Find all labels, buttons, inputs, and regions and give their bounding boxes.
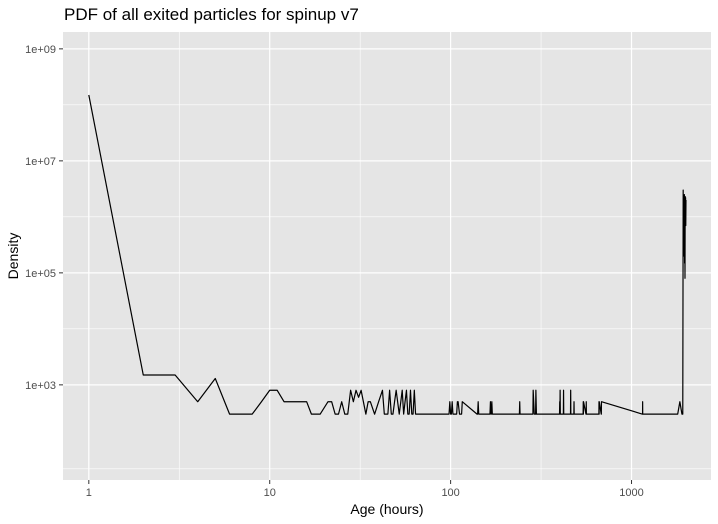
x-tick-label: 1	[86, 487, 92, 499]
y-tick-label: 1e+09	[25, 44, 56, 56]
x-tick-label: 100	[441, 487, 459, 499]
y-tick-label: 1e+05	[25, 268, 56, 280]
chart-title: PDF of all exited particles for spinup v…	[64, 5, 359, 24]
series-line-0	[88, 94, 687, 415]
y-axis-title: Density	[5, 233, 21, 280]
x-tick-label: 1000	[619, 487, 643, 499]
plot-panel	[63, 32, 711, 480]
y-axis: 1e+03 1e+05 1e+07 1e+09	[25, 44, 63, 392]
x-axis-title: Age (hours)	[350, 501, 423, 517]
series-group	[88, 94, 687, 415]
y-tick-label: 1e+07	[25, 156, 56, 168]
x-axis: 1 10 100 1000	[86, 480, 644, 499]
grid	[63, 32, 711, 480]
y-tick-label: 1e+03	[25, 380, 56, 392]
x-tick-label: 10	[264, 487, 276, 499]
